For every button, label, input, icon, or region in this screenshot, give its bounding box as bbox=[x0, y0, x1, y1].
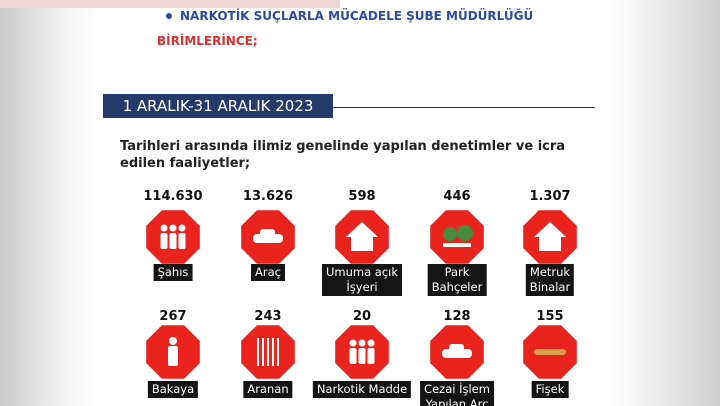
stat-icon bbox=[523, 325, 577, 379]
stat-label-line: Umuma açık bbox=[325, 265, 399, 279]
stat-label-line: Narkotik Madde bbox=[316, 382, 408, 396]
stat-value: 155 bbox=[536, 309, 564, 324]
stat-label-line: Bakaya bbox=[151, 382, 195, 396]
icon-part bbox=[449, 344, 464, 351]
stat-icon bbox=[146, 210, 200, 264]
stat-icon bbox=[146, 325, 200, 379]
stat-label-line: Bahçeler bbox=[431, 280, 483, 294]
icon-part bbox=[349, 339, 357, 347]
icon-part bbox=[257, 338, 259, 366]
stat-icon bbox=[430, 210, 484, 264]
icon-part bbox=[267, 338, 269, 366]
stat-icon bbox=[335, 210, 389, 264]
top-strip bbox=[0, 0, 340, 8]
stat-label-line: İşyeri bbox=[346, 280, 378, 294]
stat-icon bbox=[523, 210, 577, 264]
period: 1 ARALIK-31 ARALIK 2023 bbox=[103, 94, 333, 118]
stat-value: 20 bbox=[352, 309, 372, 324]
stat-value: 267 bbox=[159, 309, 187, 324]
stat-icon bbox=[335, 325, 389, 379]
stat-value: 1.307 bbox=[529, 189, 571, 204]
icon-part bbox=[260, 229, 275, 236]
stat-icon bbox=[241, 325, 295, 379]
stat-label: Narkotik Madde bbox=[312, 381, 412, 398]
stat-label: Aranan bbox=[243, 381, 293, 398]
icon-part bbox=[534, 349, 566, 355]
icon-part bbox=[443, 227, 457, 241]
stat-value: 13.626 bbox=[242, 189, 294, 204]
stat-label: Araç bbox=[251, 264, 285, 281]
icon-part bbox=[160, 224, 168, 232]
icon-part bbox=[539, 237, 561, 251]
icon-part bbox=[457, 225, 473, 241]
icon-part bbox=[160, 233, 168, 249]
icon-part bbox=[277, 338, 279, 366]
stat-label-line: Yapılan Arç bbox=[425, 397, 489, 406]
octagon bbox=[430, 210, 484, 264]
icon-part bbox=[367, 348, 375, 364]
rule bbox=[333, 107, 595, 108]
stat-label: Park Bahçeler bbox=[427, 264, 487, 296]
stat-label: Metruk Binalar bbox=[525, 264, 575, 296]
icon-part bbox=[169, 337, 177, 345]
icon-part bbox=[346, 222, 378, 237]
header-subtitle: BİRİMLERİNCE; bbox=[157, 34, 258, 48]
stat-value: 243 bbox=[254, 309, 282, 324]
icon-part bbox=[358, 339, 366, 347]
intro-line: Tarihleri arasında ilimiz genelinde yapı… bbox=[120, 139, 566, 154]
icon-part bbox=[351, 237, 373, 251]
icon-part bbox=[367, 339, 375, 347]
stat-value: 114.630 bbox=[143, 189, 203, 204]
stat-label-line: Şahıs bbox=[157, 265, 189, 279]
header-bullet: NARKOTİK SUÇLARLA MÜCADELE ŞUBE MÜDÜRLÜĞ… bbox=[180, 9, 534, 23]
icon-part bbox=[349, 348, 357, 364]
stat-label: Cezai İşlem Yapılan Arç bbox=[420, 381, 494, 406]
icon-part bbox=[272, 338, 274, 366]
stat-label-line: Cezai İşlem bbox=[424, 382, 490, 396]
stat-icon bbox=[241, 210, 295, 264]
stat-value: 128 bbox=[443, 309, 471, 324]
stat-label: Şahıs bbox=[153, 264, 193, 281]
icon-part bbox=[169, 233, 177, 249]
icon-part bbox=[262, 338, 264, 366]
stat-label: Bakaya bbox=[147, 381, 199, 398]
icon-part bbox=[168, 346, 178, 366]
icon-part bbox=[442, 349, 472, 358]
stat-value: 446 bbox=[443, 189, 471, 204]
icon-part bbox=[534, 222, 566, 237]
intro: Tarihleri arasında ilimiz genelinde yapı… bbox=[120, 138, 565, 172]
icon-part bbox=[169, 224, 177, 232]
stat-value: 598 bbox=[348, 189, 376, 204]
intro-line: edilen faaliyetler; bbox=[120, 156, 251, 171]
stat-label: Umuma açık İşyeri bbox=[321, 264, 403, 296]
stat-label-line: Araç bbox=[255, 265, 281, 279]
stat-label-line: Binalar bbox=[529, 280, 571, 294]
stat-icon bbox=[430, 325, 484, 379]
bullet-dot bbox=[166, 13, 172, 19]
icon-part bbox=[178, 233, 186, 249]
icon-part bbox=[178, 224, 186, 232]
stat-label: Fişek bbox=[531, 381, 569, 398]
icon-part bbox=[443, 243, 471, 247]
icon-part bbox=[253, 234, 283, 243]
stat-label-line: Fişek bbox=[535, 382, 565, 396]
stat-label-line: Aranan bbox=[247, 382, 289, 396]
stat-label-line: Park bbox=[444, 265, 470, 279]
icon-part bbox=[358, 348, 366, 364]
stat-label-line: Metruk bbox=[529, 265, 571, 279]
